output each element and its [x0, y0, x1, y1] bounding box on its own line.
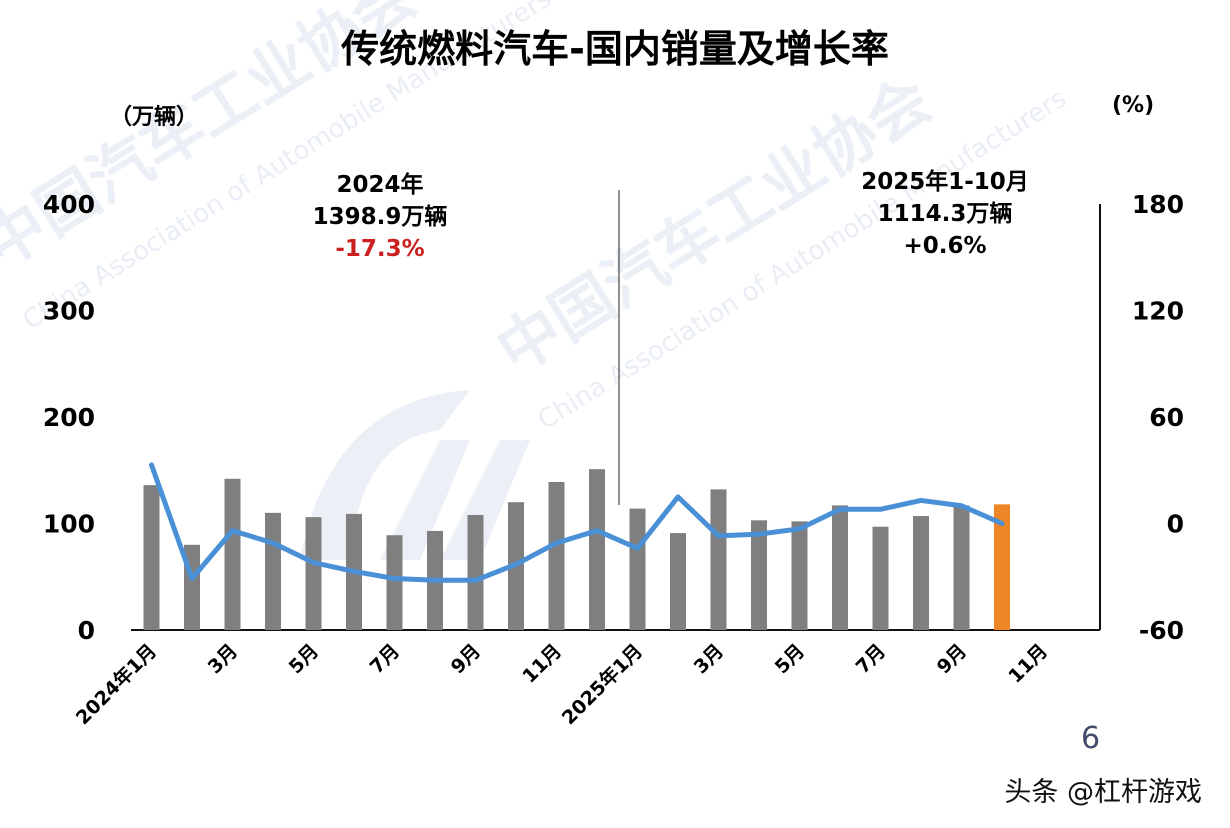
annotation-2024-growth: -17.3% — [335, 236, 424, 262]
bar — [589, 469, 605, 630]
annotation-2024-volume: 1398.9万辆 — [313, 204, 448, 230]
bar — [791, 521, 808, 630]
y-left-tick-label: 0 — [78, 616, 95, 645]
bar — [143, 485, 160, 630]
bar — [548, 481, 565, 630]
bar — [751, 520, 767, 630]
annotation-2025-period: 2025年1-10月 — [861, 168, 1029, 195]
x-tick-label: 11月 — [1004, 640, 1052, 688]
growth-line — [149, 462, 1005, 583]
source-label: 头条 @杠杆游戏 — [1004, 777, 1202, 808]
y-right-tick-label: 120 — [1132, 297, 1184, 326]
bar-highlight — [994, 504, 1010, 630]
bar — [710, 489, 727, 630]
x-tick-label: 2025年1月 — [557, 639, 647, 729]
x-tick-label: 11月 — [518, 640, 566, 688]
watermark-logo — [300, 390, 530, 560]
bar — [913, 516, 929, 630]
bar — [953, 505, 970, 630]
y-right-ticks: -60 0 60 120 180 — [1132, 190, 1184, 645]
y-left-tick-label: 200 — [43, 403, 95, 432]
annotation-2024-year: 2024年 — [336, 171, 423, 198]
bar — [629, 508, 646, 630]
x-tick-label: 5月 — [771, 640, 809, 678]
x-tick-label: 2024年1月 — [71, 639, 161, 729]
y-left-tick-label: 100 — [43, 510, 95, 539]
bar — [467, 514, 484, 630]
y-right-tick-label: 180 — [1132, 190, 1184, 219]
bar-series — [143, 469, 1010, 630]
bar — [224, 478, 241, 630]
y-right-unit: (%) — [1112, 93, 1154, 118]
x-tick-label: 7月 — [852, 640, 890, 678]
annotation-2024: 2024年 1398.9万辆 -17.3% — [313, 171, 448, 262]
y-right-tick-label: -60 — [1139, 616, 1184, 645]
annotation-2025-growth: +0.6% — [903, 233, 986, 259]
x-tick-label: 5月 — [285, 640, 323, 678]
x-tick-label: 9月 — [933, 640, 971, 678]
y-right-tick-label: 60 — [1149, 403, 1184, 432]
bar — [832, 505, 848, 630]
y-left-tick-label: 400 — [43, 190, 95, 219]
x-tick-label: 3月 — [690, 640, 728, 678]
y-left-tick-label: 300 — [43, 297, 95, 326]
x-tick-label: 9月 — [447, 640, 485, 678]
y-right-tick-label: 0 — [1167, 510, 1184, 539]
y-left-unit: （万辆） — [110, 104, 198, 130]
page-number: 6 — [1081, 721, 1100, 756]
annotation-2025-volume: 1114.3万辆 — [878, 201, 1013, 227]
bar — [386, 535, 403, 630]
growth-line-series — [149, 462, 1005, 583]
watermark: 中国汽车工业协会 China Association of Automobile… — [0, 0, 1072, 560]
annotation-2025: 2025年1-10月 1114.3万辆 +0.6% — [861, 168, 1029, 259]
bar — [265, 512, 281, 630]
chart-title: 传统燃料汽车-国内销量及增长率 — [340, 27, 889, 71]
bar — [872, 526, 889, 630]
x-tick-label: 3月 — [204, 640, 242, 678]
bar — [670, 533, 686, 630]
x-tick-label: 7月 — [366, 640, 404, 678]
y-left-ticks: 0 100 200 300 400 — [43, 190, 95, 645]
bar — [305, 517, 322, 630]
